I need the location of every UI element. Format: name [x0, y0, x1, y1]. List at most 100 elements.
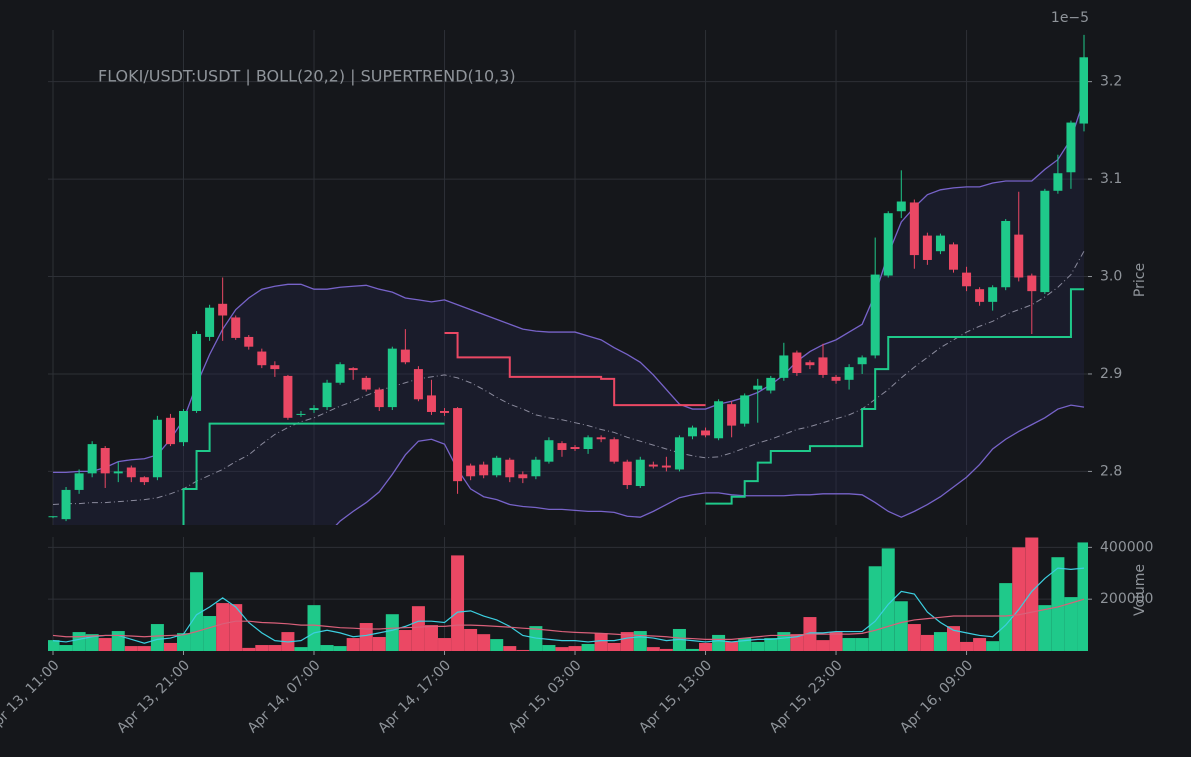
candle-body: [570, 447, 580, 449]
volume-bar: [150, 624, 164, 651]
volume-bar: [842, 638, 856, 651]
candle-body: [152, 419, 162, 478]
volume-bar: [751, 641, 765, 651]
candle-body: [909, 202, 919, 256]
x-tick-label: Apr 14, 17:00: [375, 657, 454, 736]
volume-bar: [999, 583, 1013, 651]
volume-bar: [216, 603, 230, 651]
volume-bar: [1077, 542, 1088, 651]
candle-body: [179, 410, 189, 443]
volume-bar: [920, 634, 934, 651]
volume-bar: [712, 634, 726, 651]
candle-body: [426, 395, 436, 412]
volume-bar: [568, 646, 582, 651]
candle-body: [139, 477, 149, 483]
volume-bar: [960, 641, 974, 651]
candle-body: [296, 413, 306, 415]
volume-bar: [451, 555, 465, 651]
candle-body: [1066, 122, 1076, 173]
candle-body: [322, 382, 332, 408]
candle-body: [844, 367, 854, 380]
candle-body: [988, 287, 998, 302]
volume-bar: [894, 601, 908, 651]
volume-bar: [620, 632, 634, 651]
candle-body: [257, 351, 267, 366]
volume-bar: [503, 646, 517, 651]
volume-bar: [855, 638, 869, 651]
candle-body: [648, 464, 658, 467]
volume-bar: [581, 644, 595, 651]
candle-body: [544, 440, 554, 462]
candle-body: [714, 401, 724, 439]
x-tick-label: Apr 16, 09:00: [897, 657, 976, 736]
candle-body: [779, 355, 789, 378]
candle-body: [962, 272, 972, 287]
volume-bar: [333, 646, 347, 651]
candle-body: [557, 443, 567, 450]
y-tick-label: 3.0: [1100, 269, 1122, 285]
x-tick-label: Apr 15, 13:00: [636, 657, 715, 736]
x-tick-label: Apr 15, 03:00: [506, 657, 585, 736]
volume-bar: [490, 639, 504, 651]
supertrend-line: [182, 288, 1084, 525]
candle-body: [857, 357, 867, 365]
candle-body: [205, 307, 215, 337]
price-panel: [48, 34, 1088, 525]
y-tick-label: 3.1: [1100, 171, 1122, 187]
volume-bar: [986, 641, 1000, 651]
y-tick-label: 3.2: [1100, 74, 1122, 90]
volume-bar: [203, 616, 217, 651]
candle-body: [374, 389, 384, 408]
candle-body: [948, 244, 958, 270]
candle-body: [192, 334, 202, 411]
volume-bar: [372, 637, 386, 651]
candle-body: [361, 377, 371, 390]
volume-bar: [411, 606, 425, 651]
candle-body: [792, 352, 802, 373]
candle-body: [635, 459, 645, 487]
volume-bar: [1038, 605, 1052, 651]
candle-body: [740, 395, 750, 424]
candle-body: [727, 404, 737, 426]
volume-bar: [542, 645, 556, 651]
volume-bar: [946, 626, 960, 651]
volume-bar: [163, 642, 177, 651]
candle-body: [596, 437, 606, 440]
candle-body: [1001, 220, 1011, 288]
candle-body: [687, 427, 697, 437]
candle-body: [309, 408, 319, 411]
candle-body: [883, 213, 893, 276]
chart-title: FLOKI/USDT:USDT | BOLL(20,2) | SUPERTREN…: [98, 67, 516, 86]
volume-bar: [111, 631, 125, 651]
candle-body: [531, 459, 541, 477]
volume-bar: [59, 645, 73, 651]
volume-bar: [359, 623, 373, 651]
volume-bar: [48, 640, 60, 651]
volume-bar: [699, 642, 713, 651]
candle-body: [453, 408, 463, 482]
candle-body: [831, 376, 841, 381]
volume-bar: [320, 645, 334, 651]
y-tick-label: 400000: [1100, 539, 1153, 555]
candle-body: [701, 430, 711, 436]
candle-body: [387, 348, 397, 408]
volume-bar: [790, 634, 804, 651]
volume-bar: [816, 640, 830, 651]
volume-bar: [307, 605, 321, 651]
candle-body: [74, 473, 84, 490]
volume-bar: [1012, 547, 1026, 651]
candle-body: [583, 437, 593, 449]
candle-body: [440, 410, 450, 413]
volume-bar: [685, 648, 699, 651]
candle-body: [805, 362, 815, 366]
candle-body: [270, 365, 280, 370]
supertrend-line: [444, 332, 706, 407]
candle-body: [1079, 57, 1088, 124]
candle-body: [753, 385, 763, 390]
candle-body: [100, 448, 110, 474]
volume-bar: [268, 645, 282, 651]
candle-body: [231, 317, 241, 338]
volume-bar: [1025, 537, 1039, 651]
volume-bar: [190, 572, 204, 651]
